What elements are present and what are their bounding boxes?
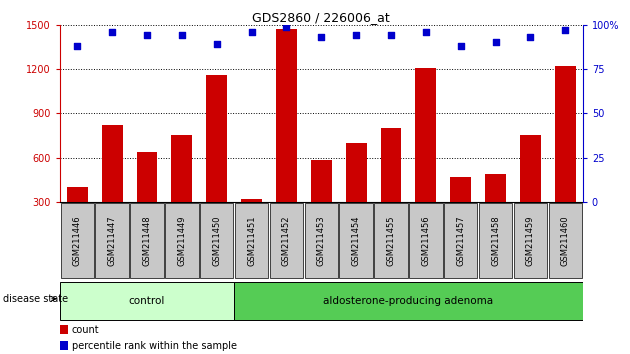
Text: disease state: disease state — [3, 294, 68, 304]
Text: GSM211450: GSM211450 — [212, 216, 221, 266]
FancyBboxPatch shape — [340, 203, 373, 278]
Title: GDS2860 / 226006_at: GDS2860 / 226006_at — [253, 11, 390, 24]
Text: aldosterone-producing adenoma: aldosterone-producing adenoma — [323, 296, 493, 306]
Text: count: count — [72, 325, 100, 335]
Bar — [67, 187, 88, 246]
FancyBboxPatch shape — [95, 203, 129, 278]
Bar — [485, 174, 506, 246]
FancyBboxPatch shape — [409, 203, 443, 278]
Text: GSM211449: GSM211449 — [178, 216, 186, 266]
Bar — [415, 68, 437, 246]
Text: GSM211452: GSM211452 — [282, 216, 291, 266]
Bar — [520, 135, 541, 246]
Point — [421, 29, 431, 35]
FancyBboxPatch shape — [549, 203, 582, 278]
FancyBboxPatch shape — [60, 282, 234, 320]
Point — [282, 24, 292, 29]
Text: GSM211457: GSM211457 — [456, 215, 465, 266]
FancyBboxPatch shape — [235, 203, 268, 278]
Point — [351, 33, 361, 38]
Bar — [60, 325, 67, 334]
FancyBboxPatch shape — [513, 203, 547, 278]
FancyBboxPatch shape — [479, 203, 512, 278]
Text: GSM211456: GSM211456 — [421, 215, 430, 266]
Bar — [311, 160, 332, 246]
Bar — [276, 29, 297, 246]
Text: GSM211448: GSM211448 — [142, 215, 151, 266]
FancyBboxPatch shape — [374, 203, 408, 278]
Text: GSM211455: GSM211455 — [387, 216, 396, 266]
FancyBboxPatch shape — [234, 282, 583, 320]
FancyBboxPatch shape — [200, 203, 234, 278]
Text: control: control — [129, 296, 165, 306]
Text: GSM211459: GSM211459 — [526, 216, 535, 266]
FancyBboxPatch shape — [444, 203, 478, 278]
Text: GSM211458: GSM211458 — [491, 215, 500, 266]
Text: percentile rank within the sample: percentile rank within the sample — [72, 341, 237, 351]
Point — [177, 33, 187, 38]
Bar — [137, 152, 158, 246]
Bar — [206, 75, 227, 246]
Text: GSM211454: GSM211454 — [352, 216, 360, 266]
FancyBboxPatch shape — [304, 203, 338, 278]
Point — [246, 29, 256, 35]
FancyBboxPatch shape — [60, 203, 94, 278]
Text: GSM211447: GSM211447 — [108, 215, 117, 266]
Text: GSM211453: GSM211453 — [317, 215, 326, 266]
Point — [491, 40, 501, 45]
Bar — [346, 143, 367, 246]
Point — [455, 43, 466, 49]
FancyBboxPatch shape — [165, 203, 198, 278]
Point — [560, 27, 570, 33]
Bar — [241, 199, 262, 246]
Point — [142, 33, 152, 38]
Bar — [171, 135, 192, 246]
Point — [107, 29, 117, 35]
FancyBboxPatch shape — [270, 203, 303, 278]
Point — [212, 41, 222, 47]
Bar — [555, 66, 576, 246]
Point — [386, 33, 396, 38]
Point — [316, 34, 326, 40]
Point — [525, 34, 536, 40]
Point — [72, 43, 83, 49]
Bar — [450, 177, 471, 246]
Text: GSM211460: GSM211460 — [561, 215, 570, 266]
Bar — [60, 341, 67, 350]
Bar — [101, 125, 123, 246]
Text: GSM211451: GSM211451 — [247, 216, 256, 266]
Bar — [381, 128, 401, 246]
FancyBboxPatch shape — [130, 203, 164, 278]
Text: GSM211446: GSM211446 — [73, 215, 82, 266]
